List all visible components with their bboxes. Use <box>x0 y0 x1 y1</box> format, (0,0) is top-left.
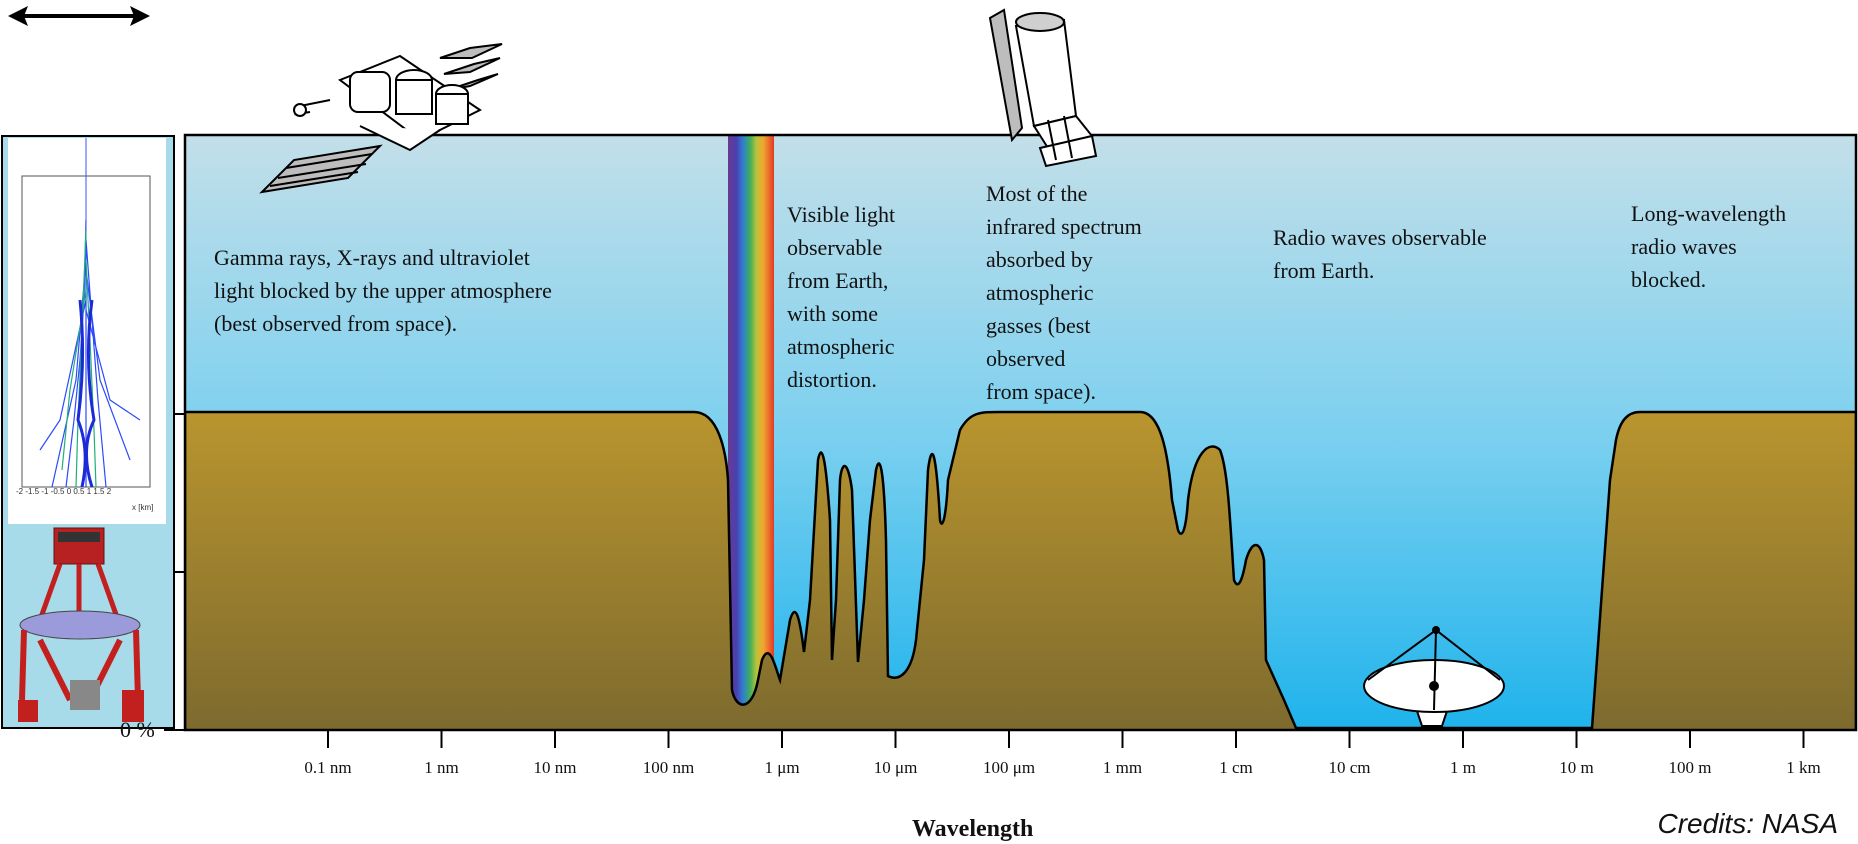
x-tick-label: 1 km <box>1786 758 1821 777</box>
visible-spectrum-band <box>728 135 774 731</box>
x-tick-label: 10 m <box>1559 758 1594 777</box>
air-shower-plot: -2 -1.5 -1 -0.5 0 0.5 1 1.5 2 x [km] <box>16 138 153 512</box>
space-telescope-icon <box>988 8 1098 168</box>
x-tick-label: 10 μm <box>873 758 918 777</box>
svg-text:-2 -1.5 -1 -0.5 0 0.5 1 1.5 2: -2 -1.5 -1 -0.5 0 0.5 1 1.5 2 <box>16 487 112 496</box>
x-tick-label: 100 μm <box>982 758 1036 777</box>
left-panel: -2 -1.5 -1 -0.5 0 0.5 1 1.5 2 x [km] <box>1 135 175 729</box>
visible-light-description: Visible light observable from Earth, wit… <box>787 202 896 392</box>
x-tick-label: 0.1 nm <box>304 758 352 777</box>
x-tick-label: 1 nm <box>424 758 459 777</box>
x-tick-label: 10 nm <box>533 758 577 777</box>
radio-dish-icon <box>1363 626 1505 727</box>
opacity-curve <box>185 410 1856 731</box>
gamma-xray-uv-description: Gamma rays, X-rays and ultraviolet light… <box>214 245 552 336</box>
x-tick-label: 10 cm <box>1328 758 1371 777</box>
svg-text:x [km]: x [km] <box>132 503 153 512</box>
infrared-description: Most of the infrared spectrum absorbed b… <box>986 181 1142 404</box>
radio-description: Radio waves observable from Earth. <box>1273 225 1487 283</box>
x-tick-label: 1 mm <box>1102 758 1143 777</box>
credits-label: Credits: NASA <box>1657 808 1839 839</box>
y-axis-zero-label: 0 % <box>120 717 155 742</box>
long-radio-description: Long-wavelength radio waves blocked. <box>1631 201 1787 292</box>
x-axis-title: Wavelength <box>912 816 1034 842</box>
x-axis <box>327 731 1805 748</box>
x-tick-label: 1 cm <box>1219 758 1253 777</box>
cherenkov-telescope-icon <box>18 527 144 722</box>
double-arrow-icon <box>8 6 150 26</box>
x-tick-label: 100 nm <box>642 758 695 777</box>
atmosphere-plot <box>164 133 1858 732</box>
x-tick-label: 1 m <box>1450 758 1476 777</box>
x-tick-label: 100 m <box>1668 758 1712 777</box>
satellite-icon <box>259 43 503 194</box>
x-tick-label: 1 μm <box>764 758 800 777</box>
